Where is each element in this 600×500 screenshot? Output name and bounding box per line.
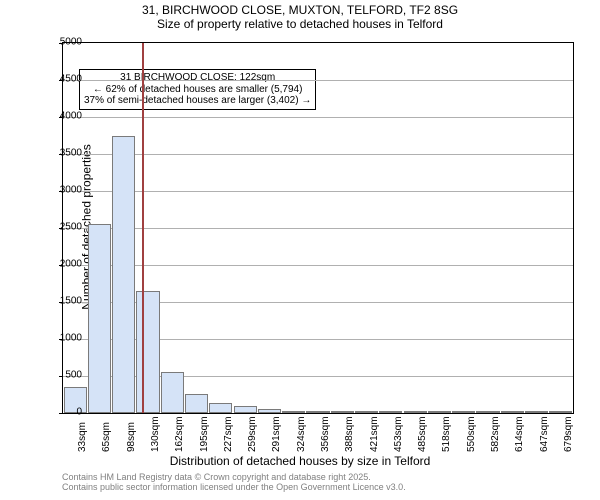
histogram-bar [501,411,524,413]
ytick-label: 1000 [42,333,82,344]
title-line-2: Size of property relative to detached ho… [0,18,600,32]
credits-line-2: Contains public sector information licen… [62,482,406,492]
ytick-label: 2000 [42,259,82,270]
credits-line-1: Contains HM Land Registry data © Crown c… [62,472,406,482]
histogram-bar [404,411,427,413]
histogram-bar [355,411,378,413]
xtick-label: 291sqm [271,416,282,452]
credits-block: Contains HM Land Registry data © Crown c… [62,472,406,493]
xtick-label: 485sqm [417,416,428,452]
xtick-label: 259sqm [247,416,258,452]
histogram-bar [234,406,257,413]
chart-container: 31, BIRCHWOOD CLOSE, MUXTON, TELFORD, TF… [0,0,600,500]
x-axis-title: Distribution of detached houses by size … [0,454,600,468]
gridline [63,265,573,266]
histogram-bar [452,411,475,413]
histogram-bar [476,411,499,413]
histogram-bar [185,394,208,413]
annotation-line-1: 31 BIRCHWOOD CLOSE: 122sqm [84,72,311,84]
xtick-label: 679sqm [563,416,574,452]
histogram-bar [258,409,281,413]
title-block: 31, BIRCHWOOD CLOSE, MUXTON, TELFORD, TF… [0,4,600,32]
plot-area: 31 BIRCHWOOD CLOSE: 122sqm ← 62% of deta… [62,42,574,414]
xtick-label: 614sqm [514,416,525,452]
annotation-line-2: ← 62% of detached houses are smaller (5,… [84,84,311,96]
xtick-label: 195sqm [199,416,210,452]
histogram-bar [379,411,402,413]
xtick-label: 33sqm [77,422,88,452]
gridline [63,80,573,81]
ytick-label: 0 [42,407,82,418]
xtick-label: 647sqm [539,416,550,452]
gridline [63,228,573,229]
ytick-label: 500 [42,370,82,381]
annotation-box: 31 BIRCHWOOD CLOSE: 122sqm ← 62% of deta… [79,69,316,110]
ytick-label: 3000 [42,185,82,196]
xtick-label: 162sqm [174,416,185,452]
histogram-bar [525,411,548,413]
gridline [63,191,573,192]
ytick-label: 4000 [42,111,82,122]
xtick-label: 130sqm [150,416,161,452]
xtick-label: 582sqm [490,416,501,452]
xtick-label: 421sqm [369,416,380,452]
histogram-bar [112,136,135,414]
gridline [63,154,573,155]
xtick-label: 550sqm [466,416,477,452]
ytick-label: 1500 [42,296,82,307]
histogram-bar [331,411,354,413]
histogram-bar [209,403,232,413]
histogram-bar [306,411,329,413]
ytick-label: 5000 [42,37,82,48]
xtick-label: 356sqm [320,416,331,452]
ytick-label: 2500 [42,222,82,233]
ytick-label: 4500 [42,74,82,85]
xtick-label: 324sqm [296,416,307,452]
xtick-label: 388sqm [344,416,355,452]
xtick-label: 518sqm [441,416,452,452]
histogram-bar [88,224,111,413]
xtick-label: 453sqm [393,416,404,452]
histogram-bar [282,411,305,413]
xtick-label: 227sqm [223,416,234,452]
ytick-label: 3500 [42,148,82,159]
title-line-1: 31, BIRCHWOOD CLOSE, MUXTON, TELFORD, TF… [0,4,600,18]
property-marker-line [142,43,144,413]
histogram-bar [161,372,184,413]
xtick-label: 98sqm [126,422,137,452]
histogram-bar [136,291,159,413]
histogram-bar [428,411,451,413]
annotation-line-3: 37% of semi-detached houses are larger (… [84,95,311,107]
gridline [63,117,573,118]
xtick-label: 65sqm [101,422,112,452]
histogram-bar [549,411,572,413]
